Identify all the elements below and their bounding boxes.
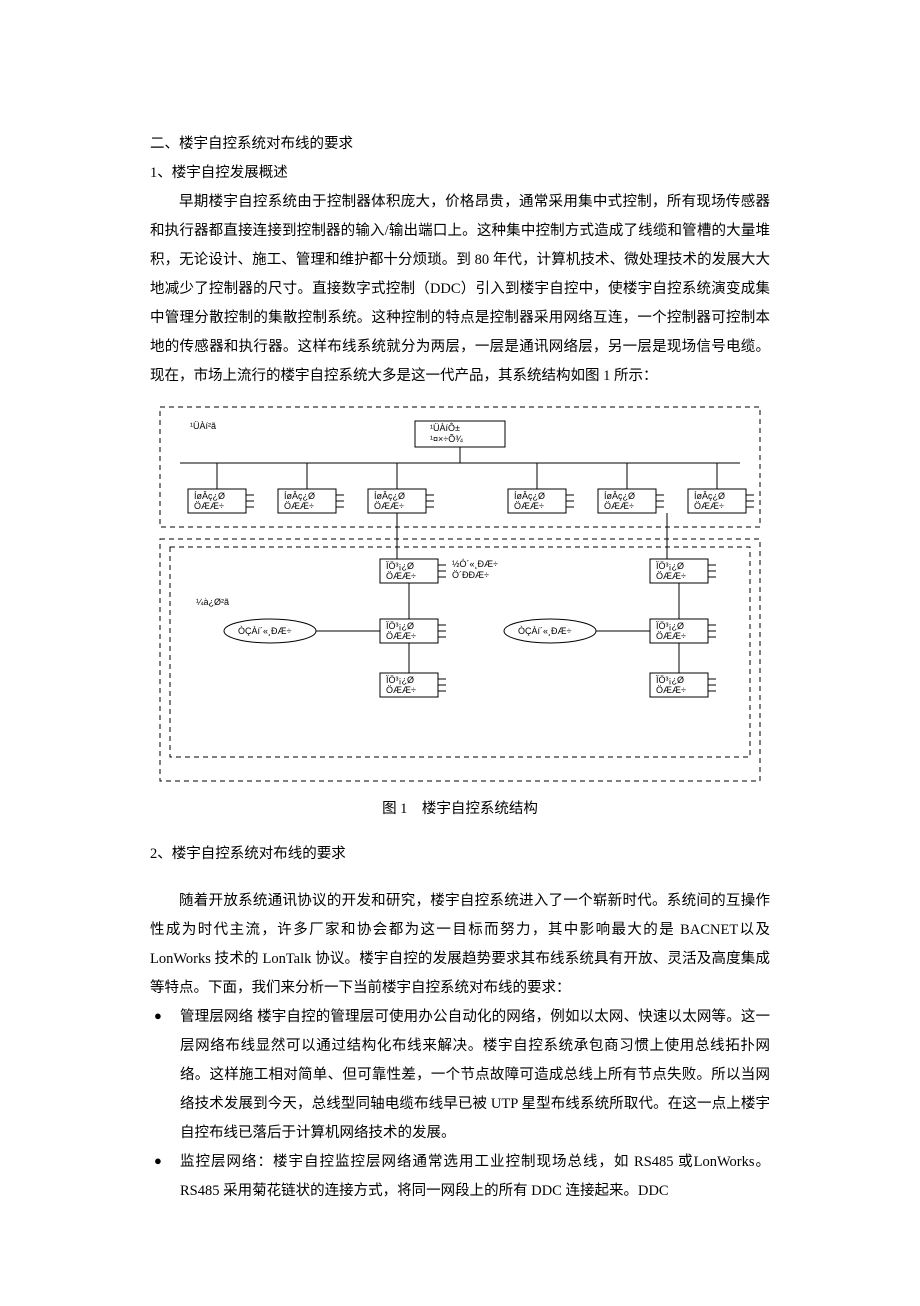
bullet-2-title: 监控层网络: [180, 1154, 258, 1170]
svg-text:ÍøÂç¿Ø: ÍøÂç¿Ø: [694, 491, 725, 501]
top-section-label: ¹ÜÀí²ã: [190, 421, 216, 431]
svg-text:ÏÖ³¡¿Ø: ÏÖ³¡¿Ø: [656, 621, 684, 631]
bullet-2-body: ：楼宇自控监控层网络通常选用工业控制现场总线，如 RS485 或LonWorks…: [180, 1154, 770, 1199]
bottom-section-label: ¼à¿Ø²ã: [196, 597, 229, 607]
heading-sub1: 1、楼宇自控发展概述: [150, 159, 770, 188]
svg-text:ÖÆÆ÷: ÖÆÆ÷: [386, 685, 416, 695]
svg-text:ÖÆÆ÷: ÖÆÆ÷: [386, 571, 416, 581]
net-controllers: ÍøÂç¿ØÖÆÆ÷ÍøÂç¿ØÖÆÆ÷ÍøÂç¿ØÖÆÆ÷ÍøÂç¿ØÖÆÆ÷…: [188, 463, 754, 513]
svg-text:ÖÆÆ÷: ÖÆÆ÷: [514, 501, 544, 511]
bullet-monitor-layer: 监控层网络：楼宇自控监控层网络通常选用工业控制现场总线，如 RS485 或Lon…: [154, 1148, 770, 1206]
svg-text:ÖÆÆ÷: ÖÆÆ÷: [604, 501, 634, 511]
figure-1-caption: 图 1 楼宇自控系统结构: [150, 797, 770, 818]
svg-text:ÍøÂç¿Ø: ÍøÂç¿Ø: [194, 491, 225, 501]
svg-text:ÖÆÆ÷: ÖÆÆ÷: [656, 571, 686, 581]
bullet-mgmt-layer: 管理层网络 楼宇自控的管理层可使用办公自动化的网络，例如以太网、快速以太网等。这…: [154, 1003, 770, 1148]
heading-sub2: 2、楼宇自控系统对布线的要求: [150, 840, 770, 869]
svg-text:ÏÖ³¡¿Ø: ÏÖ³¡¿Ø: [386, 675, 414, 685]
sensor-ellipse-2-text: ÒÇÀí´«¸ÐÆ÷: [518, 626, 572, 636]
svg-text:ÖÆÆ÷: ÖÆÆ÷: [374, 501, 404, 511]
svg-text:ÏÖ³¡¿Ø: ÏÖ³¡¿Ø: [386, 561, 414, 571]
svg-text:ÏÖ³¡¿Ø: ÏÖ³¡¿Ø: [656, 675, 684, 685]
paragraph-2: 随着开放系统通讯协议的开发和研究，楼宇自控系统进入了一个崭新时代。系统间的互操作…: [150, 887, 770, 1003]
mid-text-2: Ö´ÐÐÆ÷: [452, 570, 489, 580]
admin-box-line1: ¹ÜÀíÔ±: [430, 423, 460, 433]
bullet-1-body: 楼宇自控的管理层可使用办公自动化的网络，例如以太网、快速以太网等。这一层网络布线…: [180, 1009, 770, 1141]
svg-text:ÏÖ³¡¿Ø: ÏÖ³¡¿Ø: [656, 561, 684, 571]
svg-text:ÖÆÆ÷: ÖÆÆ÷: [656, 631, 686, 641]
svg-text:ÖÆÆ÷: ÖÆÆ÷: [656, 685, 686, 695]
mid-text-1: ½Ó´«¸ÐÆ÷: [452, 559, 498, 569]
bullet-1-title: 管理层网络: [180, 1009, 253, 1025]
sensor-ellipse-1-text: ÒÇÀí´«¸ÐÆ÷: [238, 626, 292, 636]
svg-text:ÍøÂç¿Ø: ÍøÂç¿Ø: [374, 491, 405, 501]
svg-text:ÍøÂç¿Ø: ÍøÂç¿Ø: [514, 491, 545, 501]
svg-text:ÖÆÆ÷: ÖÆÆ÷: [194, 501, 224, 511]
admin-box-line2: ¹¤×÷Õ¾: [430, 434, 463, 444]
svg-text:ÏÖ³¡¿Ø: ÏÖ³¡¿Ø: [386, 621, 414, 631]
svg-text:ÖÆÆ÷: ÖÆÆ÷: [284, 501, 314, 511]
svg-text:ÖÆÆ÷: ÖÆÆ÷: [386, 631, 416, 641]
figure-1-svg: ¹ÜÀí²ã ¹ÜÀíÔ± ¹¤×÷Õ¾ ÍøÂç¿ØÖÆÆ÷ÍøÂç¿ØÖÆÆ…: [150, 401, 770, 791]
svg-text:ÍøÂç¿Ø: ÍøÂç¿Ø: [604, 491, 635, 501]
paragraph-1: 早期楼宇自控系统由于控制器体积庞大，价格昂贵，通常采用集中式控制，所有现场传感器…: [150, 188, 770, 391]
svg-text:ÖÆÆ÷: ÖÆÆ÷: [694, 501, 724, 511]
svg-text:ÍøÂç¿Ø: ÍøÂç¿Ø: [284, 491, 315, 501]
page: 二、楼宇自控系统对布线的要求 1、楼宇自控发展概述 早期楼宇自控系统由于控制器体…: [0, 0, 920, 1306]
figure-1: ¹ÜÀí²ã ¹ÜÀíÔ± ¹¤×÷Õ¾ ÍøÂç¿ØÖÆÆ÷ÍøÂç¿ØÖÆÆ…: [150, 401, 770, 818]
requirements-list: 管理层网络 楼宇自控的管理层可使用办公自动化的网络，例如以太网、快速以太网等。这…: [150, 1003, 770, 1206]
heading-main: 二、楼宇自控系统对布线的要求: [150, 130, 770, 159]
